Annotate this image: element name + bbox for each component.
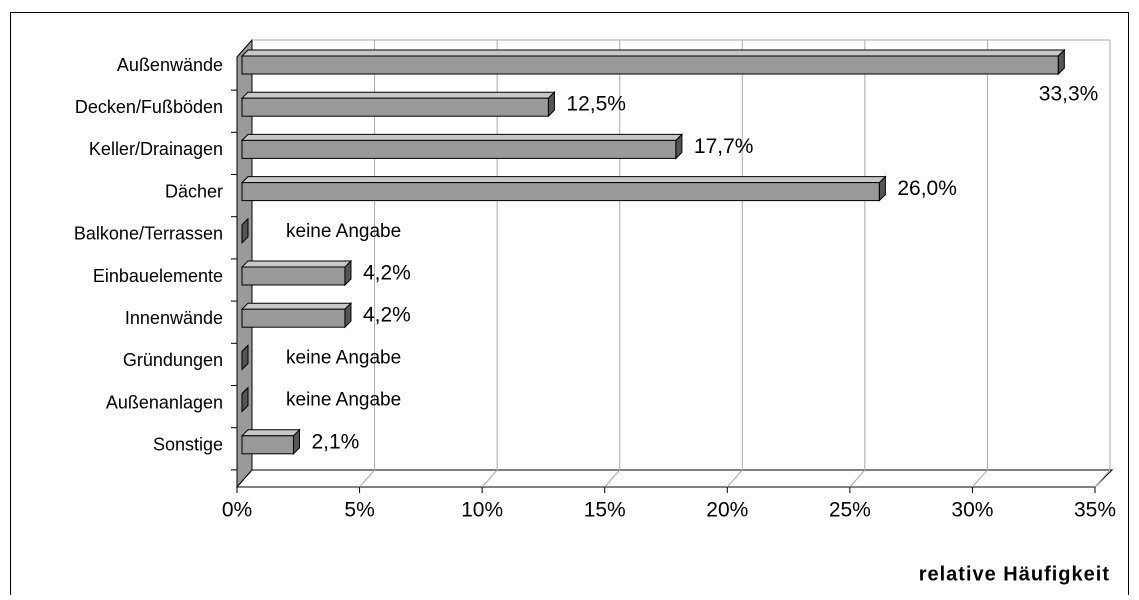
bar: [240, 301, 353, 329]
value-label: keine Angabe: [286, 221, 401, 242]
bar-side: [344, 259, 352, 287]
x-tick-label: 15%: [584, 499, 626, 522]
grid-line: [972, 469, 988, 488]
y-tick-label: Decken/Fußböden: [75, 97, 223, 117]
bar: [240, 259, 353, 287]
bar: [240, 90, 556, 118]
value-label: 12,5%: [566, 93, 626, 116]
y-tick-label: Sonstige: [153, 435, 223, 455]
bar: [240, 428, 301, 456]
bar-side: [241, 217, 249, 245]
bar: [240, 133, 684, 160]
grid-line: [481, 469, 498, 488]
x-tick-label: 0%: [222, 499, 252, 522]
bar-front: [241, 435, 294, 455]
x-tick-label: 35%: [1074, 499, 1116, 522]
bar-side: [292, 428, 300, 456]
y-tick-label: Dächer: [165, 181, 223, 201]
grid-line: [1094, 469, 1111, 488]
bar-top: [240, 429, 301, 437]
y-tick-label: Balkone/Terrassen: [74, 224, 223, 244]
grid-line: [849, 469, 866, 488]
y-tick-label: Außenwände: [117, 55, 223, 75]
x-tick-label: 25%: [829, 499, 871, 522]
bar-top: [240, 302, 353, 310]
bar-top: [240, 260, 353, 268]
bar: [241, 217, 249, 245]
bar-front: [241, 97, 549, 117]
bar: [241, 344, 249, 371]
y-tick-label: Innenwände: [125, 308, 223, 328]
grid-line: [359, 469, 375, 488]
bar-side: [344, 301, 352, 329]
bar-front: [241, 139, 677, 159]
value-label: 2,1%: [311, 430, 359, 453]
value-label: keine Angabe: [286, 390, 401, 411]
bar-front: [241, 308, 346, 328]
x-tick-label: 10%: [461, 499, 503, 522]
value-label: 26,0%: [897, 177, 957, 200]
bar: [240, 48, 1066, 76]
y-tick-label: Keller/Drainagen: [89, 139, 223, 159]
value-label: 4,2%: [363, 262, 411, 285]
bar-side: [241, 344, 249, 371]
bar-top: [240, 176, 887, 184]
bar-side: [1057, 48, 1065, 76]
bar: [240, 175, 887, 202]
x-tick-label: 20%: [706, 499, 748, 522]
bar-side: [241, 386, 249, 413]
value-label: 4,2%: [363, 304, 411, 327]
bar-top: [240, 91, 556, 99]
bar-front: [241, 182, 880, 202]
bar-side: [878, 175, 886, 202]
x-axis-label: relative Häufigkeit: [919, 563, 1110, 585]
bar-top: [240, 49, 1066, 57]
bar-front: [241, 55, 1059, 75]
bar: [241, 386, 249, 413]
value-label: keine Angabe: [286, 347, 401, 368]
bar-top: [240, 133, 684, 141]
grid-line: [726, 469, 743, 488]
frame: [10, 12, 1129, 600]
bar-front: [241, 266, 346, 286]
value-label: 33,3%: [1039, 83, 1099, 106]
floor: [235, 469, 1114, 488]
y-tick-label: Einbauelemente: [93, 266, 223, 286]
x-tick-label: 30%: [951, 499, 993, 522]
y-tick-label: Gründungen: [123, 350, 223, 370]
grid-line: [604, 469, 621, 488]
y-tick-label: Außenanlagen: [106, 392, 223, 412]
value-label: 17,7%: [694, 135, 754, 158]
bar-side: [547, 90, 555, 118]
bar-side: [675, 133, 683, 160]
x-tick-label: 5%: [344, 499, 374, 522]
